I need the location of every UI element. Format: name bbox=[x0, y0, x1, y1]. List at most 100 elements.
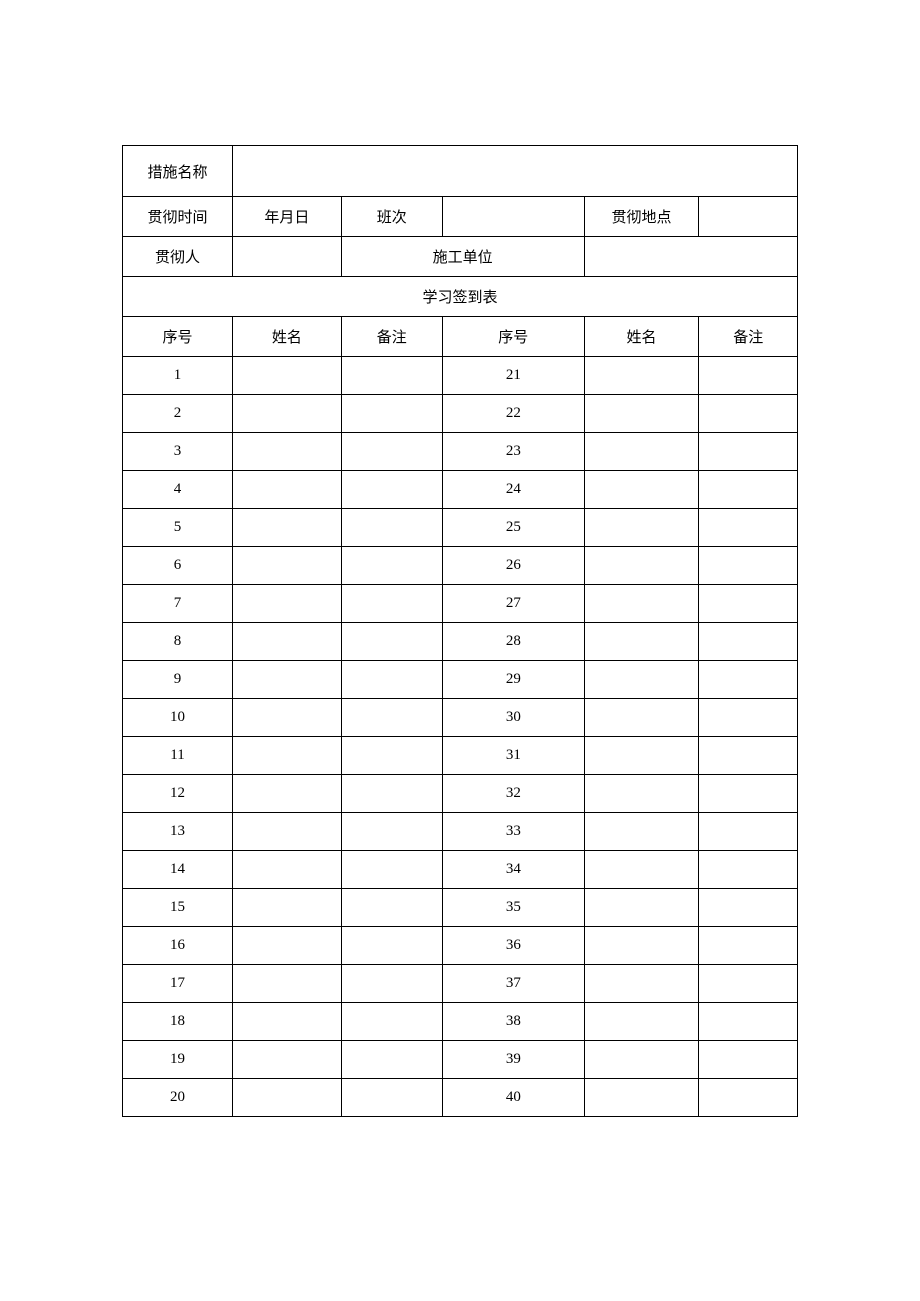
cell-name-left bbox=[233, 661, 342, 699]
cell-name-right bbox=[584, 623, 699, 661]
cell-remark-right bbox=[699, 965, 798, 1003]
cell-remark-right bbox=[699, 585, 798, 623]
cell-seq-right: 25 bbox=[442, 509, 584, 547]
cell-name-left bbox=[233, 395, 342, 433]
cell-seq-left: 3 bbox=[123, 433, 233, 471]
cell-name-left bbox=[233, 623, 342, 661]
cell-seq-left: 4 bbox=[123, 471, 233, 509]
col-name-right: 姓名 bbox=[584, 317, 699, 357]
cell-remark-right bbox=[699, 395, 798, 433]
cell-name-right bbox=[584, 813, 699, 851]
cell-remark-right bbox=[699, 889, 798, 927]
cell-name-right bbox=[584, 775, 699, 813]
cell-seq-left: 10 bbox=[123, 699, 233, 737]
table-row: 424 bbox=[123, 471, 798, 509]
implementer-label: 贯彻人 bbox=[123, 237, 233, 277]
cell-remark-right bbox=[699, 509, 798, 547]
cell-name-right bbox=[584, 395, 699, 433]
cell-name-right bbox=[584, 927, 699, 965]
cell-remark-right bbox=[699, 433, 798, 471]
cell-name-left bbox=[233, 927, 342, 965]
cell-remark-left bbox=[341, 737, 442, 775]
cell-name-right bbox=[584, 547, 699, 585]
cell-seq-left: 1 bbox=[123, 357, 233, 395]
implement-time-label: 贯彻时间 bbox=[123, 197, 233, 237]
table-row: 727 bbox=[123, 585, 798, 623]
col-remark-left: 备注 bbox=[341, 317, 442, 357]
table-row: 1838 bbox=[123, 1003, 798, 1041]
cell-seq-left: 6 bbox=[123, 547, 233, 585]
cell-remark-left bbox=[341, 395, 442, 433]
implement-location-value bbox=[699, 197, 798, 237]
signin-table: 措施名称 贯彻时间 年月日 班次 贯彻地点 贯彻人 施工单位 学习签到表 序号 … bbox=[122, 145, 798, 1117]
cell-name-left bbox=[233, 889, 342, 927]
table-row: 1636 bbox=[123, 927, 798, 965]
cell-remark-left bbox=[341, 585, 442, 623]
cell-name-left bbox=[233, 851, 342, 889]
cell-remark-left bbox=[341, 927, 442, 965]
construction-unit-value bbox=[584, 237, 797, 277]
cell-remark-left bbox=[341, 547, 442, 585]
cell-name-left bbox=[233, 775, 342, 813]
cell-seq-right: 28 bbox=[442, 623, 584, 661]
cell-name-left bbox=[233, 433, 342, 471]
shift-value bbox=[442, 197, 584, 237]
cell-name-right bbox=[584, 889, 699, 927]
cell-remark-left bbox=[341, 813, 442, 851]
cell-name-left bbox=[233, 699, 342, 737]
cell-seq-left: 15 bbox=[123, 889, 233, 927]
cell-remark-left bbox=[341, 357, 442, 395]
cell-remark-left bbox=[341, 889, 442, 927]
cell-remark-left bbox=[341, 471, 442, 509]
section-title-row: 学习签到表 bbox=[123, 277, 798, 317]
column-header-row: 序号 姓名 备注 序号 姓名 备注 bbox=[123, 317, 798, 357]
section-title: 学习签到表 bbox=[123, 277, 798, 317]
cell-seq-left: 8 bbox=[123, 623, 233, 661]
cell-name-left bbox=[233, 1041, 342, 1079]
table-row: 1030 bbox=[123, 699, 798, 737]
cell-remark-right bbox=[699, 661, 798, 699]
cell-name-right bbox=[584, 1003, 699, 1041]
table-row: 5 25 bbox=[123, 509, 798, 547]
implement-time-value: 年月日 bbox=[233, 197, 342, 237]
table-row: 1939 bbox=[123, 1041, 798, 1079]
cell-name-right bbox=[584, 737, 699, 775]
header-row-measure-name: 措施名称 bbox=[123, 146, 798, 197]
cell-remark-right bbox=[699, 547, 798, 585]
cell-seq-right: 26 bbox=[442, 547, 584, 585]
table-row: 1333 bbox=[123, 813, 798, 851]
implementer-value bbox=[233, 237, 342, 277]
cell-remark-right bbox=[699, 775, 798, 813]
cell-name-left bbox=[233, 737, 342, 775]
cell-name-right bbox=[584, 965, 699, 1003]
cell-remark-left bbox=[341, 775, 442, 813]
cell-remark-right bbox=[699, 471, 798, 509]
cell-name-right bbox=[584, 851, 699, 889]
table-row: 6 26 bbox=[123, 547, 798, 585]
cell-seq-right: 22 bbox=[442, 395, 584, 433]
cell-name-left bbox=[233, 965, 342, 1003]
cell-remark-left bbox=[341, 433, 442, 471]
construction-unit-label: 施工单位 bbox=[341, 237, 584, 277]
table-row: 929 bbox=[123, 661, 798, 699]
cell-seq-left: 5 bbox=[123, 509, 233, 547]
cell-name-right bbox=[584, 585, 699, 623]
cell-seq-left: 19 bbox=[123, 1041, 233, 1079]
cell-seq-left: 20 bbox=[123, 1079, 233, 1117]
cell-name-right bbox=[584, 661, 699, 699]
cell-name-left bbox=[233, 509, 342, 547]
cell-name-right bbox=[584, 1041, 699, 1079]
cell-seq-left: 7 bbox=[123, 585, 233, 623]
cell-name-right bbox=[584, 1079, 699, 1117]
cell-remark-left bbox=[341, 509, 442, 547]
cell-seq-right: 23 bbox=[442, 433, 584, 471]
header-row-time-shift: 贯彻时间 年月日 班次 贯彻地点 bbox=[123, 197, 798, 237]
cell-name-left bbox=[233, 1003, 342, 1041]
cell-remark-left bbox=[341, 965, 442, 1003]
cell-seq-left: 11 bbox=[123, 737, 233, 775]
cell-remark-left bbox=[341, 851, 442, 889]
col-seq-left: 序号 bbox=[123, 317, 233, 357]
cell-seq-left: 2 bbox=[123, 395, 233, 433]
cell-name-right bbox=[584, 433, 699, 471]
cell-seq-left: 13 bbox=[123, 813, 233, 851]
